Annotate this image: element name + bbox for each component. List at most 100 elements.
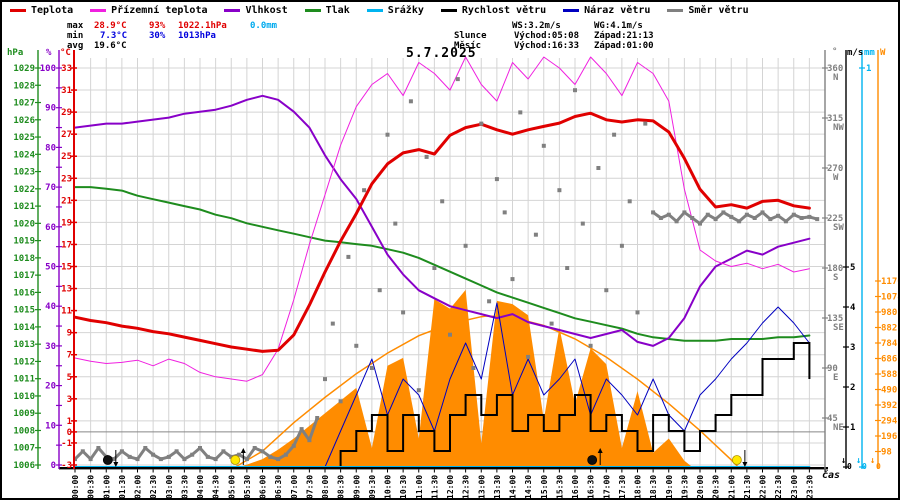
svg-text:1028: 1028	[13, 81, 35, 91]
svg-text:3: 3	[67, 395, 72, 405]
svg-text:09:00: 09:00	[352, 475, 361, 499]
svg-text:98: 98	[881, 448, 892, 458]
legend-item: Tlak	[304, 5, 350, 16]
svg-text:1012: 1012	[13, 357, 35, 367]
svg-text:180: 180	[827, 264, 843, 274]
time-ticks	[74, 469, 826, 473]
svg-text:1: 1	[850, 423, 855, 433]
svg-text:12:30: 12:30	[462, 475, 471, 499]
svg-text:08:30: 08:30	[337, 475, 346, 499]
svg-text:0: 0	[51, 461, 56, 471]
stat-min-humidity: 30%	[149, 31, 166, 41]
stat-avg-temp: 19.6°C	[94, 41, 127, 51]
svg-text:1017: 1017	[13, 271, 35, 281]
svg-text:23: 23	[61, 174, 72, 184]
svg-text:5: 5	[67, 373, 72, 383]
svg-text:01:00: 01:00	[102, 475, 111, 499]
legend-item-label: Vlhkost	[245, 5, 288, 16]
svg-text:1078: 1078	[881, 293, 900, 303]
svg-text:392: 392	[881, 401, 897, 411]
svg-text:-1: -1	[61, 439, 72, 449]
svg-text:70: 70	[45, 183, 56, 193]
time-axis-title: čas	[822, 470, 841, 481]
svg-text:15:00: 15:00	[540, 475, 549, 499]
svg-text:23:30: 23:30	[805, 475, 814, 499]
stat-max-pressure: 1022.1hPa	[178, 21, 227, 31]
svg-text:1007: 1007	[13, 444, 35, 454]
svg-text:03:30: 03:30	[180, 475, 189, 499]
svg-text:2: 2	[850, 383, 855, 393]
svg-text:0: 0	[67, 428, 72, 438]
svg-text:05:30: 05:30	[243, 475, 252, 499]
sun-rise-marker	[230, 455, 241, 465]
svg-text:1006: 1006	[13, 461, 35, 471]
legend-swatch	[440, 9, 457, 12]
svg-text:°: °	[832, 47, 837, 57]
legend-item-label: Směr větru	[688, 5, 749, 16]
svg-text:09:30: 09:30	[368, 475, 377, 499]
svg-text:60: 60	[45, 223, 56, 233]
stat-max-temp: 28.9°C	[94, 21, 127, 31]
legend-swatch	[667, 9, 684, 12]
svg-text:18:00: 18:00	[634, 475, 643, 499]
svg-text:7: 7	[67, 351, 72, 361]
svg-text:1025: 1025	[13, 133, 35, 143]
stat-min-temp: 7.3°C	[100, 31, 128, 41]
series-vlhkost	[74, 94, 811, 347]
moon-rise-marker	[587, 455, 598, 465]
svg-text:17:00: 17:00	[602, 475, 611, 499]
svg-text:17:30: 17:30	[618, 475, 627, 499]
svg-text:30: 30	[45, 342, 56, 352]
sun-moon-markers	[102, 448, 748, 467]
svg-text:00:00: 00:00	[71, 475, 80, 499]
legend-swatch	[10, 9, 26, 12]
svg-text:784: 784	[881, 339, 898, 349]
svg-text:980: 980	[881, 308, 897, 318]
stat-avg-label: avg	[67, 41, 84, 51]
stat-max-label: max	[67, 21, 84, 31]
svg-text:3: 3	[850, 343, 855, 353]
svg-text:19:30: 19:30	[680, 475, 689, 499]
svg-text:1011: 1011	[13, 375, 35, 385]
legend-item: Vlhkost	[224, 5, 288, 16]
svg-text:686: 686	[881, 355, 897, 365]
svg-text:21: 21	[61, 196, 72, 206]
svg-text:16:30: 16:30	[587, 475, 596, 499]
svg-text:5: 5	[850, 263, 855, 273]
svg-text:W: W	[880, 48, 886, 58]
svg-text:25: 25	[61, 152, 72, 162]
svg-text:08:00: 08:00	[321, 475, 330, 499]
stat-max-humidity: 93%	[149, 21, 166, 31]
svg-text:1: 1	[866, 64, 871, 74]
svg-text:02:00: 02:00	[134, 475, 143, 499]
svg-text:1021: 1021	[13, 202, 35, 212]
svg-text:1029: 1029	[13, 64, 35, 74]
svg-text:135: 135	[827, 314, 843, 324]
chart-legend: Teplota Přízemní teplota Vlhkost Tlak Srážky…	[10, 5, 749, 16]
svg-text:18:30: 18:30	[649, 475, 658, 499]
svg-text:03:00: 03:00	[165, 475, 174, 499]
legend-item-label: Tlak	[325, 5, 350, 16]
svg-text:0: 0	[876, 462, 881, 471]
svg-text:1018: 1018	[13, 254, 35, 264]
sun-set-marker	[731, 455, 742, 465]
svg-text:1027: 1027	[13, 99, 35, 109]
svg-text:10:30: 10:30	[399, 475, 408, 499]
legend-item: Teplota	[10, 5, 73, 16]
grid	[75, 58, 826, 467]
svg-text:1015: 1015	[13, 306, 35, 316]
svg-text:%: %	[46, 48, 52, 58]
svg-text:45: 45	[827, 414, 838, 424]
svg-text:19:00: 19:00	[665, 475, 674, 499]
svg-text:20: 20	[45, 382, 56, 392]
stat-sun-label: Slunce	[454, 31, 487, 41]
chart-date: 5.7.2025	[406, 46, 477, 61]
svg-text:90: 90	[45, 104, 56, 114]
svg-text:40: 40	[45, 302, 56, 312]
svg-text:0: 0	[847, 462, 852, 471]
stat-rain-total: 0.0mm	[250, 21, 278, 31]
svg-text:21:30: 21:30	[743, 475, 752, 499]
svg-text:04:30: 04:30	[212, 475, 221, 499]
